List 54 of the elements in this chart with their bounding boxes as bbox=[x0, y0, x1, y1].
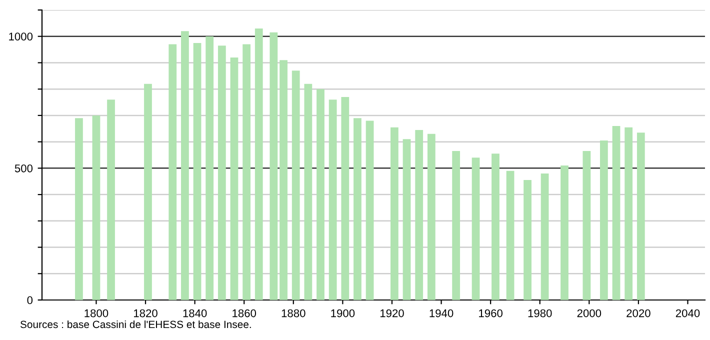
x-tick-label: 1900 bbox=[331, 309, 355, 318]
bar bbox=[218, 46, 226, 300]
bar bbox=[402, 139, 411, 300]
y-tick-label: 0 bbox=[27, 296, 33, 304]
bar bbox=[506, 170, 514, 300]
x-tick-label: 1940 bbox=[430, 309, 454, 318]
bar bbox=[181, 31, 189, 300]
bar bbox=[624, 127, 633, 300]
bar bbox=[472, 158, 480, 300]
bar bbox=[206, 36, 214, 300]
bar bbox=[168, 44, 177, 300]
bar bbox=[144, 84, 152, 300]
x-tick-label: 1800 bbox=[84, 309, 108, 318]
bar bbox=[230, 57, 238, 300]
bar bbox=[600, 140, 608, 300]
x-tick-label: 2000 bbox=[577, 309, 602, 318]
bar bbox=[492, 154, 500, 300]
y-tick-label: 1000 bbox=[9, 32, 33, 40]
bar bbox=[270, 32, 278, 300]
x-tick-label: 1960 bbox=[479, 309, 502, 318]
x-tick-label: 1920 bbox=[380, 309, 404, 318]
bar bbox=[582, 151, 591, 300]
x-tick-label: 1820 bbox=[134, 309, 158, 318]
bar bbox=[366, 120, 374, 300]
x-tick-label: 1980 bbox=[528, 309, 552, 318]
source-note: Sources : base Cassini de l'EHESS et base Insee. bbox=[20, 320, 251, 328]
bar bbox=[427, 134, 436, 300]
bar bbox=[452, 151, 460, 300]
bar bbox=[242, 44, 251, 300]
bar bbox=[415, 130, 424, 300]
bar bbox=[328, 100, 337, 300]
bar bbox=[540, 173, 549, 300]
bar bbox=[524, 180, 532, 300]
bar bbox=[280, 60, 288, 300]
bar bbox=[193, 42, 202, 300]
bar bbox=[75, 118, 83, 300]
bar bbox=[254, 28, 263, 300]
bar bbox=[636, 132, 645, 300]
bar bbox=[354, 118, 362, 300]
x-tick-label: 1860 bbox=[232, 309, 256, 318]
x-tick-label: 1840 bbox=[183, 309, 207, 318]
x-tick-label: 2040 bbox=[676, 309, 700, 318]
bar bbox=[390, 127, 398, 300]
bar bbox=[612, 126, 620, 300]
y-tick-label: 500 bbox=[14, 164, 33, 172]
bar bbox=[92, 115, 100, 300]
x-tick-label: 2020 bbox=[626, 309, 650, 318]
bar bbox=[107, 100, 115, 300]
bar bbox=[292, 70, 300, 300]
bar bbox=[560, 166, 568, 300]
x-tick-label: 1880 bbox=[282, 309, 306, 318]
bar bbox=[341, 97, 350, 300]
bar bbox=[316, 89, 324, 300]
bar bbox=[304, 84, 312, 300]
